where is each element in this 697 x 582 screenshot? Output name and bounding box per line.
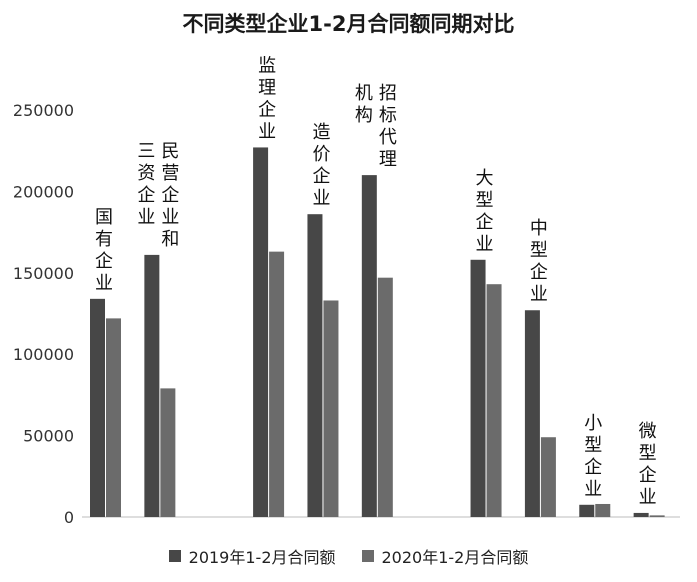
category-label-char: 业 [584, 479, 602, 500]
category-label-char: 型 [639, 443, 657, 464]
y-tick-label: 50000 [23, 427, 74, 446]
category-label-char: 企 [95, 251, 113, 272]
bar-2019 [633, 512, 649, 517]
category-label-char: 小 [584, 413, 602, 434]
category-label-char: 型 [476, 190, 494, 211]
legend: 2019年1-2月合同额 2020年1-2月合同额 [0, 544, 697, 568]
bar-2019 [307, 214, 323, 517]
bar-2019 [524, 310, 540, 517]
category-label-char: 营 [161, 163, 179, 184]
category-label-char: 业 [161, 207, 179, 228]
category-label-char: 企 [161, 185, 179, 206]
y-tick-label: 100000 [13, 345, 74, 364]
y-tick-label: 200000 [13, 182, 74, 201]
category-label-char: 企 [258, 99, 276, 120]
legend-swatch-2020 [361, 550, 374, 562]
bar-2019 [361, 175, 377, 517]
category-label-char: 微 [639, 421, 657, 442]
category-label-char: 国 [95, 207, 113, 228]
category-label-char: 企 [476, 212, 494, 233]
plot-area: 050000100000150000200000250000国有企业民营企业和三… [13, 55, 680, 527]
category-label-char: 机 [355, 83, 373, 104]
category-label-char: 民 [161, 141, 179, 162]
category-label-char: 业 [476, 234, 494, 255]
category-label-char: 资 [137, 163, 155, 184]
category-label-char: 有 [95, 229, 113, 250]
legend-item-2019: 2019年1-2月合同额 [168, 544, 336, 568]
y-tick-label: 250000 [13, 101, 74, 120]
category-label-char: 标 [379, 105, 397, 126]
legend-swatch-2019 [168, 550, 181, 562]
category-label-char: 企 [639, 465, 657, 486]
category-label-char: 企 [137, 185, 155, 206]
category-label-char: 代 [379, 127, 397, 148]
bar-2020 [323, 300, 339, 517]
category-label-char: 三 [137, 141, 155, 162]
category-label-char: 理 [258, 77, 276, 98]
category-label-char: 业 [258, 121, 276, 142]
category-label-char: 业 [95, 273, 113, 294]
y-tick-label: 150000 [13, 264, 74, 283]
category-label-char: 价 [312, 144, 330, 165]
category-label-char: 型 [530, 240, 548, 261]
category-label-char: 构 [355, 105, 373, 126]
category-label-char: 企 [530, 262, 548, 283]
bar-2020 [540, 437, 556, 517]
bar-2020 [649, 515, 665, 517]
bar-2019 [90, 298, 105, 517]
category-label-char: 业 [137, 207, 155, 228]
category-label-char: 业 [530, 284, 548, 305]
category-label-char: 理 [379, 149, 397, 170]
y-tick-label: 0 [64, 508, 74, 527]
legend-item-2020: 2020年1-2月合同额 [361, 544, 529, 568]
legend-label-2019: 2019年1-2月合同额 [188, 548, 336, 567]
bar-2020 [486, 284, 502, 517]
bar-2020 [377, 277, 393, 517]
chart-title: 不同类型企业1-2月合同额同期对比 [182, 12, 515, 36]
bar-2020 [160, 388, 176, 517]
category-label-char: 造 [312, 122, 330, 143]
category-label-char: 企 [312, 166, 330, 187]
category-label-char: 企 [584, 457, 602, 478]
legend-label-2020: 2020年1-2月合同额 [381, 548, 529, 567]
category-label-char: 和 [161, 229, 179, 250]
category-label-char: 监 [258, 55, 276, 76]
bar-2019 [579, 504, 595, 517]
bar-2019 [144, 254, 160, 517]
category-label-char: 业 [639, 487, 657, 508]
category-label-char: 型 [584, 435, 602, 456]
bar-2019 [470, 259, 486, 517]
category-label-char: 大 [476, 168, 494, 189]
category-label-char: 业 [312, 188, 330, 209]
category-label-char: 中 [530, 218, 548, 239]
bar-2020 [106, 318, 121, 517]
bar-2020 [595, 503, 611, 517]
bar-2019 [253, 147, 269, 517]
category-label-char: 招 [379, 83, 397, 104]
bar-2020 [269, 251, 285, 518]
